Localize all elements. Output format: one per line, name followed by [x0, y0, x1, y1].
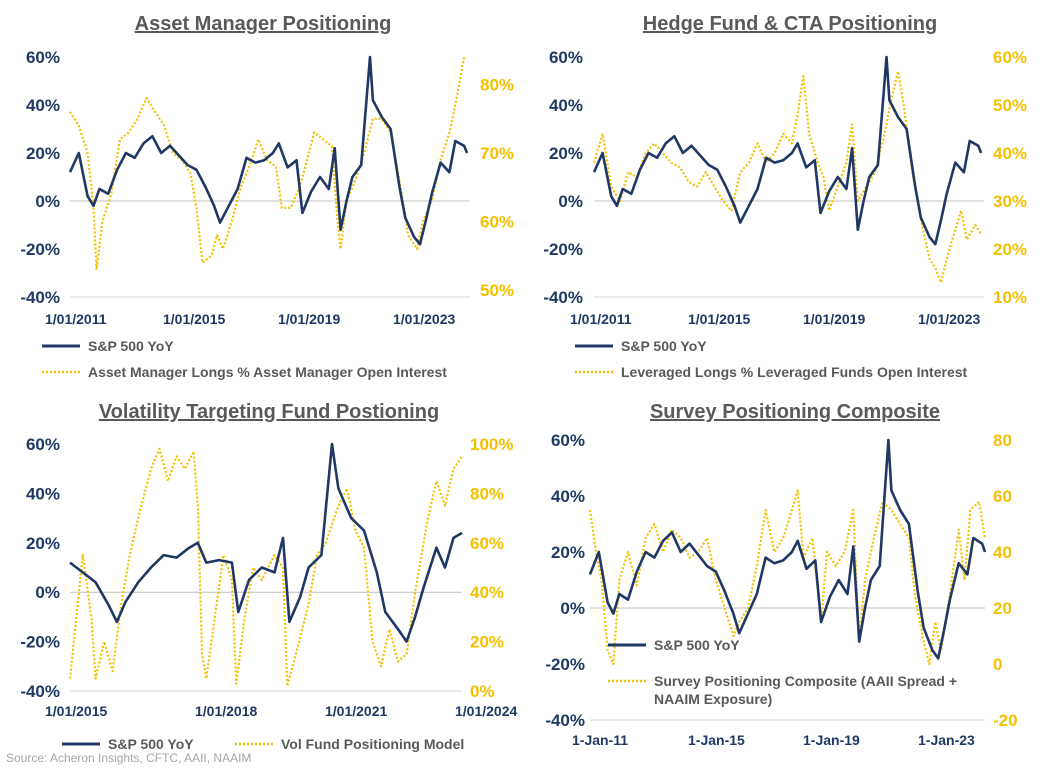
y-right-tick-label: 80% — [480, 75, 514, 94]
y-left-tick-label: 60% — [549, 48, 583, 67]
chart-title: Asset Manager Positioning — [135, 13, 392, 35]
positioning-series-line — [588, 489, 987, 666]
y-left-tick-label: 0% — [35, 583, 60, 602]
chart-panel-3: Volatility Targeting Fund Postioning 60% 4… — [20, 401, 517, 752]
x-tick-label: 1-Jan-15 — [688, 732, 745, 748]
y-right-tick-label: 0% — [470, 682, 495, 701]
positioning-series-line — [592, 70, 983, 284]
y-right-tick-label: 70% — [480, 144, 514, 163]
sp500-yoy-series-line — [68, 55, 469, 246]
y-right-tick-label: 40% — [993, 144, 1027, 163]
positioning-series-line — [69, 56, 466, 271]
y-right-tick-label: 100% — [470, 435, 513, 454]
chart-panel-1: Asset Manager Positioning 60% 40% 20% 0% -20%… — [20, 13, 514, 380]
y-right-tick-label: 50% — [993, 96, 1027, 115]
y-right-tick-label: 20% — [993, 240, 1027, 259]
y-left-tick-label: 20% — [26, 144, 60, 163]
y-right-tick-label: 20 — [993, 599, 1012, 618]
y-left-tick-label: 20% — [26, 534, 60, 553]
y-left-tick-label: 40% — [26, 96, 60, 115]
x-tick-label: 1/01/2023 — [393, 311, 455, 327]
x-tick-label: 1/01/2015 — [45, 703, 107, 719]
sp500-yoy-series-line — [588, 438, 987, 660]
legend-label: Survey Positioning Composite (AAII Sprea… — [654, 673, 957, 707]
legend-label: S&P 500 YoY — [621, 338, 707, 354]
y-right-tick-label: 80 — [993, 431, 1012, 450]
x-tick-label: 1/01/2015 — [688, 311, 750, 327]
y-left-tick-label: 60% — [551, 431, 585, 450]
x-tick-label: 1/01/2023 — [918, 311, 980, 327]
y-left-tick-label: -40% — [545, 711, 585, 730]
y-right-tick-label: 0 — [993, 655, 1002, 674]
x-tick-label: 1-Jan-11 — [572, 732, 628, 748]
x-tick-label: 1/01/2021 — [325, 703, 387, 719]
y-left-tick-label: 0% — [35, 192, 60, 211]
y-right-tick-label: 20% — [470, 633, 504, 652]
x-tick-label: 1/01/2015 — [163, 311, 225, 327]
y-left-tick-label: 40% — [549, 96, 583, 115]
y-left-tick-label: -20% — [20, 240, 60, 259]
y-left-tick-label: 40% — [26, 484, 60, 503]
legend-label: S&P 500 YoY — [108, 736, 194, 752]
y-left-tick-label: 40% — [551, 487, 585, 506]
y-left-tick-label: 0% — [558, 192, 583, 211]
y-left-tick-label: -40% — [20, 288, 60, 307]
x-tick-label: 1/01/2011 — [570, 311, 632, 327]
y-right-tick-label: 30% — [993, 192, 1027, 211]
y-right-tick-label: 60% — [480, 213, 514, 232]
x-tick-label: 1/01/2019 — [803, 311, 865, 327]
positioning-series-line — [68, 447, 463, 688]
y-right-tick-label: 60% — [470, 534, 504, 553]
chart-panel-4: Survey Positioning Composite 60% 40% 20% 0% -… — [545, 401, 1017, 748]
legend-label: Asset Manager Longs % Asset Manager Open… — [88, 364, 447, 380]
y-left-tick-label: 0% — [560, 599, 585, 618]
chart-title: Volatility Targeting Fund Postioning — [99, 401, 439, 423]
y-right-tick-label: 40 — [993, 543, 1012, 562]
y-left-tick-label: 20% — [549, 144, 583, 163]
y-right-tick-label: 40% — [470, 583, 504, 602]
y-left-tick-label: -20% — [545, 655, 585, 674]
y-left-tick-label: 20% — [551, 543, 585, 562]
chart-title: Survey Positioning Composite — [650, 401, 940, 423]
x-tick-label: 1/01/2018 — [195, 703, 257, 719]
y-left-tick-label: 60% — [26, 435, 60, 454]
chart-title: Hedge Fund & CTA Positioning — [643, 13, 937, 35]
legend-label: S&P 500 YoY — [654, 637, 740, 653]
y-left-tick-label: -40% — [20, 682, 60, 701]
x-tick-label: 1/01/2019 — [278, 311, 340, 327]
legend-label: Vol Fund Positioning Model — [281, 736, 464, 752]
source-text: Source: Acheron Insights, CFTC, AAII, NA… — [6, 751, 251, 765]
y-right-tick-label: 50% — [480, 281, 514, 300]
y-left-tick-label: 60% — [26, 48, 60, 67]
y-left-tick-label: -20% — [543, 240, 583, 259]
sp500-yoy-series-line — [69, 442, 463, 643]
y-left-tick-label: -40% — [543, 288, 583, 307]
chart-panel-2: Hedge Fund & CTA Positioning 60% 40% 20% 0% -… — [543, 13, 1027, 380]
sp500-yoy-series-line — [592, 55, 983, 246]
y-right-tick-label: 80% — [470, 484, 504, 503]
y-right-tick-label: 60 — [993, 487, 1012, 506]
legend-label: S&P 500 YoY — [88, 338, 174, 354]
x-tick-label: 1-Jan-23 — [918, 732, 975, 748]
y-right-tick-label: -20 — [993, 711, 1018, 730]
y-right-tick-label: 10% — [993, 288, 1027, 307]
x-tick-label: 1/01/2024 — [455, 703, 517, 719]
x-tick-label: 1/01/2011 — [45, 311, 107, 327]
y-right-tick-label: 60% — [993, 48, 1027, 67]
x-tick-label: 1-Jan-19 — [803, 732, 860, 748]
y-left-tick-label: -20% — [20, 633, 60, 652]
legend-label: Leveraged Longs % Leveraged Funds Open I… — [621, 364, 968, 380]
